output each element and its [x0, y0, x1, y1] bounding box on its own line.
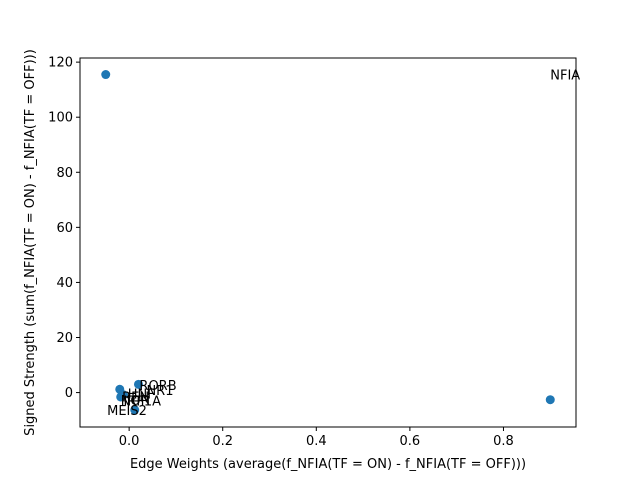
y-axis: 0 20 40 60 80 100 120 [48, 56, 80, 401]
point-label-rorb: RORB [139, 379, 176, 394]
point-label-nfia: NFIA [550, 69, 580, 84]
x-axis: 0.0 0.2 0.4 0.6 0.8 [119, 427, 514, 449]
data-point-3 [133, 379, 143, 389]
y-tick-label: 40 [56, 276, 73, 291]
x-tick-label: 0.8 [493, 434, 514, 449]
y-tick-label: 60 [56, 221, 73, 236]
point-label-hnf: HNF [128, 388, 155, 403]
x-tick-label: 0.2 [212, 434, 233, 449]
y-tick-label: 80 [56, 166, 73, 181]
y-tick-label: 120 [48, 56, 73, 71]
point-label-irf1a: IRF1A [124, 395, 162, 410]
y-tick-label: 20 [56, 331, 73, 346]
point-label-meis2: MEIS2 [107, 404, 147, 419]
x-tick-label: 0.0 [119, 434, 140, 449]
y-tick-label: 100 [48, 111, 73, 126]
x-tick-label: 0.4 [306, 434, 327, 449]
data-point-4 [130, 405, 140, 415]
point-label-nr1: NR1 [146, 384, 173, 399]
point-label-ren: REN [122, 390, 149, 405]
x-tick-label: 0.6 [400, 434, 421, 449]
y-axis-label: Signed Strength (sum(f_NFIA(TF = ON) - f… [23, 49, 38, 436]
x-axis-label: Edge Weights (average(f_NFIA(TF = ON) - … [130, 457, 526, 472]
plot-frame [79, 57, 577, 428]
marks-layer [101, 70, 555, 415]
y-tick-label: 0 [65, 386, 73, 401]
data-point-0 [101, 70, 111, 80]
point-label-nor: NOR [121, 394, 150, 409]
data-point-6 [119, 390, 129, 400]
data-point-1 [545, 395, 555, 405]
